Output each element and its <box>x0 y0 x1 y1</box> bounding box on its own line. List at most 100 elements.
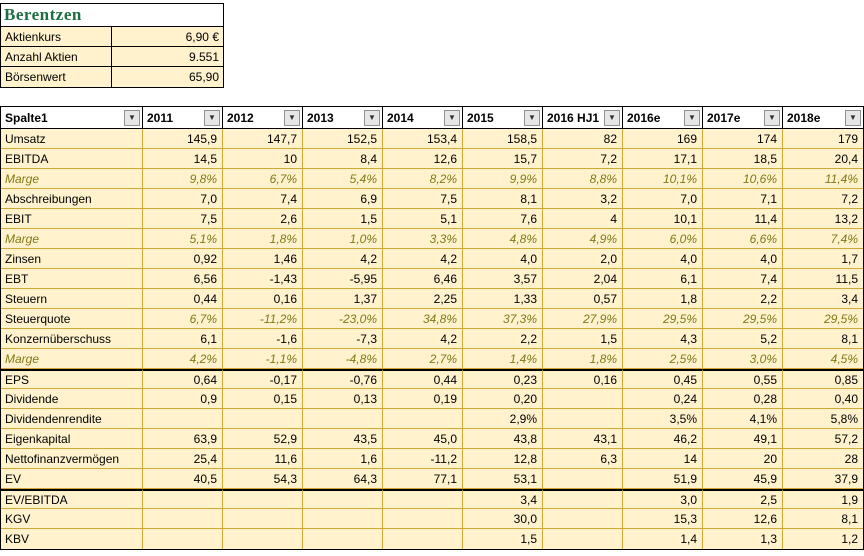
data-cell[interactable]: 4,9% <box>543 229 623 249</box>
row-label-cell[interactable]: Marge <box>1 229 143 249</box>
data-cell[interactable] <box>143 409 223 429</box>
row-label-cell[interactable]: EV <box>1 469 143 489</box>
data-cell[interactable]: 17,1 <box>623 149 703 169</box>
data-cell[interactable]: 12,6 <box>703 509 783 529</box>
autofilter-button[interactable]: ▼ <box>764 110 780 126</box>
data-cell[interactable]: 7,0 <box>623 189 703 209</box>
data-cell[interactable]: 2,7% <box>383 349 463 369</box>
data-cell[interactable]: 1,4 <box>623 529 703 549</box>
data-cell[interactable]: 10,6% <box>703 169 783 189</box>
data-cell[interactable]: 29,5% <box>623 309 703 329</box>
row-label-cell[interactable]: Dividende <box>1 389 143 409</box>
row-label-cell[interactable]: Umsatz <box>1 129 143 149</box>
data-cell[interactable]: 51,9 <box>623 469 703 489</box>
data-cell[interactable]: 0,57 <box>543 289 623 309</box>
data-cell[interactable]: 12,6 <box>383 149 463 169</box>
row-label-cell[interactable]: Eigenkapital <box>1 429 143 449</box>
data-cell[interactable]: 4,2 <box>303 249 383 269</box>
data-cell[interactable]: 7,4 <box>223 189 303 209</box>
data-cell[interactable]: 5,8% <box>783 409 863 429</box>
data-cell[interactable]: 40,5 <box>143 469 223 489</box>
data-cell[interactable]: 3,2 <box>543 189 623 209</box>
data-cell[interactable]: 7,4 <box>703 269 783 289</box>
data-cell[interactable]: 11,6 <box>223 449 303 469</box>
row-label-cell[interactable]: EV/EBITDA <box>1 489 143 509</box>
data-cell[interactable]: 57,2 <box>783 429 863 449</box>
data-cell[interactable]: 0,24 <box>623 389 703 409</box>
data-cell[interactable]: 1,0% <box>303 229 383 249</box>
row-label-cell[interactable]: EBIT <box>1 209 143 229</box>
data-cell[interactable]: 4,5% <box>783 349 863 369</box>
data-cell[interactable]: -7,3 <box>303 329 383 349</box>
data-cell[interactable]: 3,3% <box>383 229 463 249</box>
data-cell[interactable] <box>223 409 303 429</box>
column-header-2016-hj1[interactable]: 2016 HJ1 ▼ <box>543 107 623 129</box>
data-cell[interactable]: 169 <box>623 129 703 149</box>
info-label-cell-aktienkurs[interactable]: Aktienkurs <box>1 27 112 47</box>
data-cell[interactable]: 5,1% <box>143 229 223 249</box>
data-cell[interactable]: 6,0% <box>623 229 703 249</box>
data-cell[interactable]: 4,0 <box>623 249 703 269</box>
data-cell[interactable] <box>383 529 463 549</box>
data-cell[interactable]: 174 <box>703 129 783 149</box>
row-label-cell[interactable]: Marge <box>1 169 143 189</box>
row-label-cell[interactable]: Abschreibungen <box>1 189 143 209</box>
data-cell[interactable]: 3,5% <box>623 409 703 429</box>
data-cell[interactable]: 6,7% <box>143 309 223 329</box>
row-label-cell[interactable]: Steuerquote <box>1 309 143 329</box>
data-cell[interactable] <box>543 469 623 489</box>
data-cell[interactable]: 43,1 <box>543 429 623 449</box>
data-cell[interactable]: 77,1 <box>383 469 463 489</box>
row-label-cell[interactable]: Dividendenrendite <box>1 409 143 429</box>
data-cell[interactable] <box>543 389 623 409</box>
data-cell[interactable]: 2,9% <box>463 409 543 429</box>
data-cell[interactable]: 0,20 <box>463 389 543 409</box>
data-cell[interactable] <box>383 489 463 509</box>
data-cell[interactable]: 10,1 <box>623 209 703 229</box>
data-cell[interactable]: 6,56 <box>143 269 223 289</box>
info-value-cell-boersenwert[interactable]: 65,90 <box>112 67 223 87</box>
data-cell[interactable] <box>543 489 623 509</box>
data-cell[interactable]: 4,2% <box>143 349 223 369</box>
data-cell[interactable]: 147,7 <box>223 129 303 149</box>
data-cell[interactable]: 29,5% <box>783 309 863 329</box>
row-label-cell[interactable]: EPS <box>1 369 143 389</box>
data-cell[interactable]: 0,92 <box>143 249 223 269</box>
data-cell[interactable]: 179 <box>783 129 863 149</box>
data-cell[interactable]: 7,4% <box>783 229 863 249</box>
data-cell[interactable]: 1,5 <box>303 209 383 229</box>
data-cell[interactable]: 28 <box>783 449 863 469</box>
data-cell[interactable]: -1,1% <box>223 349 303 369</box>
data-cell[interactable]: 0,64 <box>143 369 223 389</box>
data-cell[interactable]: 1,8% <box>223 229 303 249</box>
data-cell[interactable]: -11,2% <box>223 309 303 329</box>
data-cell[interactable]: 158,5 <box>463 129 543 149</box>
data-cell[interactable]: 82 <box>543 129 623 149</box>
data-cell[interactable]: 10 <box>223 149 303 169</box>
info-value-cell-aktienkurs[interactable]: 6,90 € <box>112 27 223 47</box>
data-cell[interactable]: 15,3 <box>623 509 703 529</box>
row-label-cell[interactable]: EBITDA <box>1 149 143 169</box>
data-cell[interactable]: 145,9 <box>143 129 223 149</box>
data-cell[interactable]: 3,0 <box>623 489 703 509</box>
data-cell[interactable]: 1,4% <box>463 349 543 369</box>
data-cell[interactable]: 0,16 <box>223 289 303 309</box>
data-cell[interactable]: 27,9% <box>543 309 623 329</box>
data-cell[interactable] <box>303 409 383 429</box>
info-label-cell-anzahl-aktien[interactable]: Anzahl Aktien <box>1 47 112 67</box>
data-cell[interactable]: 30,0 <box>463 509 543 529</box>
autofilter-button[interactable]: ▼ <box>684 110 700 126</box>
data-cell[interactable]: 2,0 <box>543 249 623 269</box>
data-cell[interactable]: 12,8 <box>463 449 543 469</box>
data-cell[interactable] <box>543 529 623 549</box>
row-label-cell[interactable]: Konzernüberschuss <box>1 329 143 349</box>
row-label-cell[interactable]: Steuern <box>1 289 143 309</box>
column-header-2014[interactable]: 2014 ▼ <box>383 107 463 129</box>
data-cell[interactable]: 2,2 <box>463 329 543 349</box>
data-cell[interactable]: 6,9 <box>303 189 383 209</box>
data-cell[interactable]: 43,8 <box>463 429 543 449</box>
data-cell[interactable]: 7,6 <box>463 209 543 229</box>
data-cell[interactable]: 0,44 <box>383 369 463 389</box>
data-cell[interactable]: 9,9% <box>463 169 543 189</box>
data-cell[interactable]: 4,8% <box>463 229 543 249</box>
